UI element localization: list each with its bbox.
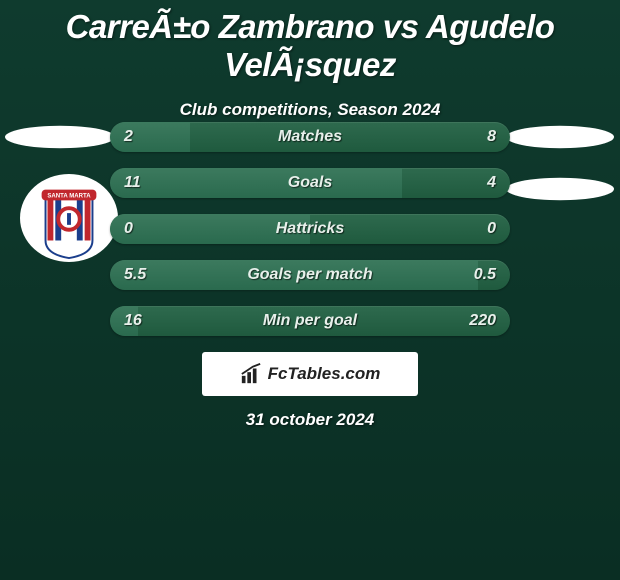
stat-row: 0Hattricks0	[110, 214, 510, 244]
page-title: CarreÃ±o Zambrano vs Agudelo VelÃ¡squez	[0, 0, 620, 84]
stat-label: Hattricks	[110, 214, 510, 244]
stats-container: 2Matches8 11Goals4 0Hattricks0 5.5Goals per…	[110, 122, 510, 352]
stat-row: 11Goals4	[110, 168, 510, 198]
svg-text:SANTA MARTA: SANTA MARTA	[47, 193, 91, 199]
stat-value-right: 8	[487, 122, 496, 152]
stat-row: 16Min per goal220	[110, 306, 510, 336]
stat-label: Goals	[110, 168, 510, 198]
stat-label: Min per goal	[110, 306, 510, 336]
stat-value-right: 4	[487, 168, 496, 198]
stat-value-right: 220	[469, 306, 496, 336]
stat-row: 2Matches8	[110, 122, 510, 152]
player-left-badge-slot-1	[5, 126, 115, 149]
footer-brand-text: FcTables.com	[268, 364, 381, 384]
club-logo-left: SANTA MARTA	[20, 174, 118, 262]
stat-row: 5.5Goals per match0.5	[110, 260, 510, 290]
stat-label: Goals per match	[110, 260, 510, 290]
stat-value-right: 0	[487, 214, 496, 244]
stat-value-right: 0.5	[474, 260, 496, 290]
stat-label: Matches	[110, 122, 510, 152]
subtitle: Club competitions, Season 2024	[0, 100, 620, 120]
player-right-badge-slot-1	[506, 126, 614, 149]
footer-brand: FcTables.com	[202, 352, 418, 396]
player-right-badge-slot-2	[506, 178, 614, 201]
footer-date: 31 october 2024	[0, 410, 620, 430]
chart-icon	[240, 363, 262, 385]
